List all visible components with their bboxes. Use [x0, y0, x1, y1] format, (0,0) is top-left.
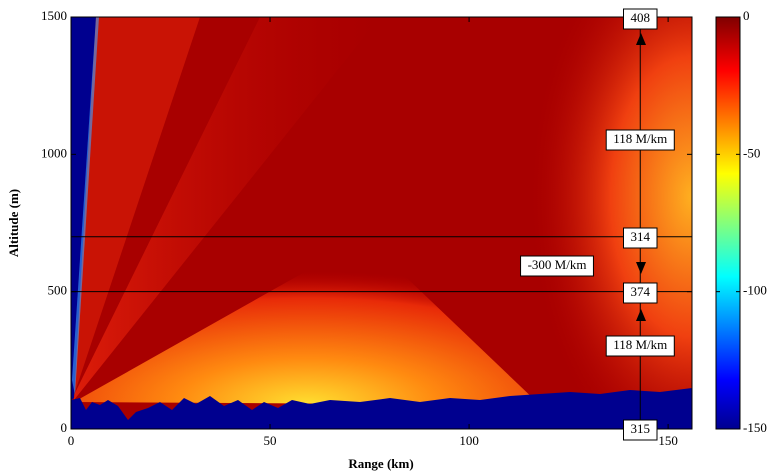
- colorbar: [715, 16, 741, 430]
- y-tick-label: 1500: [41, 8, 67, 23]
- colorbar-tick-label: -150: [743, 420, 767, 435]
- annotation-box: [623, 8, 658, 30]
- field-glow: [74, 238, 540, 405]
- field-glow: [460, 17, 692, 417]
- arrow-up: [636, 309, 646, 321]
- annotation-box: [605, 129, 675, 151]
- annotation: 374: [631, 284, 651, 299]
- colorbar-tick-label: -100: [743, 283, 767, 298]
- colorbar-tick-label: 0: [743, 8, 750, 23]
- field-fan: [74, 17, 380, 400]
- annotation-box: [605, 335, 675, 357]
- annotation: -300 M/km: [528, 257, 587, 272]
- annotation-box: [623, 419, 658, 441]
- terrain: [71, 388, 692, 429]
- annotation: 408: [631, 10, 651, 25]
- plot-frame: [70, 16, 693, 430]
- y-tick-label: 500: [48, 283, 68, 298]
- annotation: 314: [631, 229, 651, 244]
- arrow-up: [636, 33, 646, 45]
- field: [71, 17, 692, 429]
- colorbar-tick-label: -50: [743, 145, 760, 160]
- x-tick-label: 50: [264, 433, 277, 448]
- x-tick-label: 150: [658, 433, 678, 448]
- x-tick-label: 100: [459, 433, 479, 448]
- y-tick-label: 1000: [41, 145, 67, 160]
- y-axis-title: Altitude (m): [6, 189, 21, 257]
- annotation: 118 M/km: [613, 337, 667, 352]
- field-fan: [74, 17, 200, 400]
- annotation: 118 M/km: [613, 131, 667, 146]
- annotation-box: [623, 227, 658, 249]
- x-axis-title: Range (km): [348, 456, 413, 471]
- annotation-box: [520, 255, 594, 277]
- annotation: 315: [631, 421, 651, 436]
- annotation-box: [623, 282, 658, 304]
- x-tick-label: 0: [68, 433, 75, 448]
- y-tick-label: 0: [61, 420, 68, 435]
- arrow-down: [636, 262, 646, 274]
- terrain-edge: [72, 17, 99, 395]
